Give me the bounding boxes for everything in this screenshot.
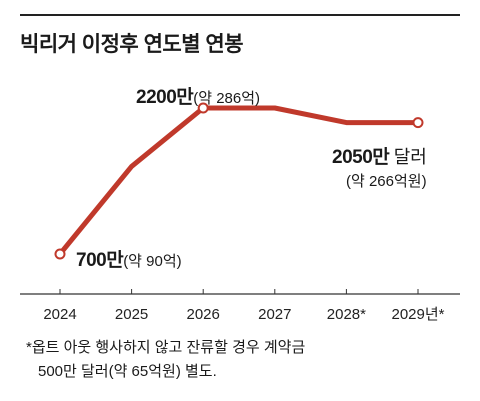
data-point-marker: [412, 117, 424, 129]
footnote: *옵트 아웃 행사하지 않고 잔류할 경우 계약금 500만 달러(약 65억원…: [26, 336, 305, 384]
top-rule: [20, 14, 460, 16]
x-tick-label: 2024: [43, 306, 76, 323]
series-line: [57, 105, 421, 257]
footnote-line1: *옵트 아웃 행사하지 않고 잔류할 경우 계약금: [26, 339, 306, 356]
start-annotation: 700만(약 90억): [76, 245, 182, 272]
footnote-line2: 500만 달러(약 65억원) 별도.: [38, 363, 217, 380]
chart-title: 빅리거 이정후 연도별 연봉: [20, 33, 244, 56]
end-value: 2050만: [332, 147, 390, 168]
peak-annotation: 2200만(약 286억): [136, 82, 260, 109]
start-note: (약 90억): [123, 253, 182, 270]
x-tick-label: 2027: [258, 306, 291, 323]
peak-note: (약 286억): [193, 90, 261, 107]
end-unit: 달러: [393, 147, 427, 167]
end-annotation: 2050만 달러: [332, 142, 427, 169]
start-value: 700만: [76, 250, 124, 271]
data-point-marker: [54, 248, 66, 260]
data-point-marker: [197, 102, 209, 114]
x-tick-label: 2028*: [327, 306, 366, 323]
peak-value: 2200만: [136, 87, 194, 108]
end-note: (약 266억원): [346, 173, 427, 190]
x-tick-label: 2029년*: [391, 306, 444, 323]
x-tick-label: 2025: [115, 306, 148, 323]
x-tick-label: 2026: [187, 306, 220, 323]
